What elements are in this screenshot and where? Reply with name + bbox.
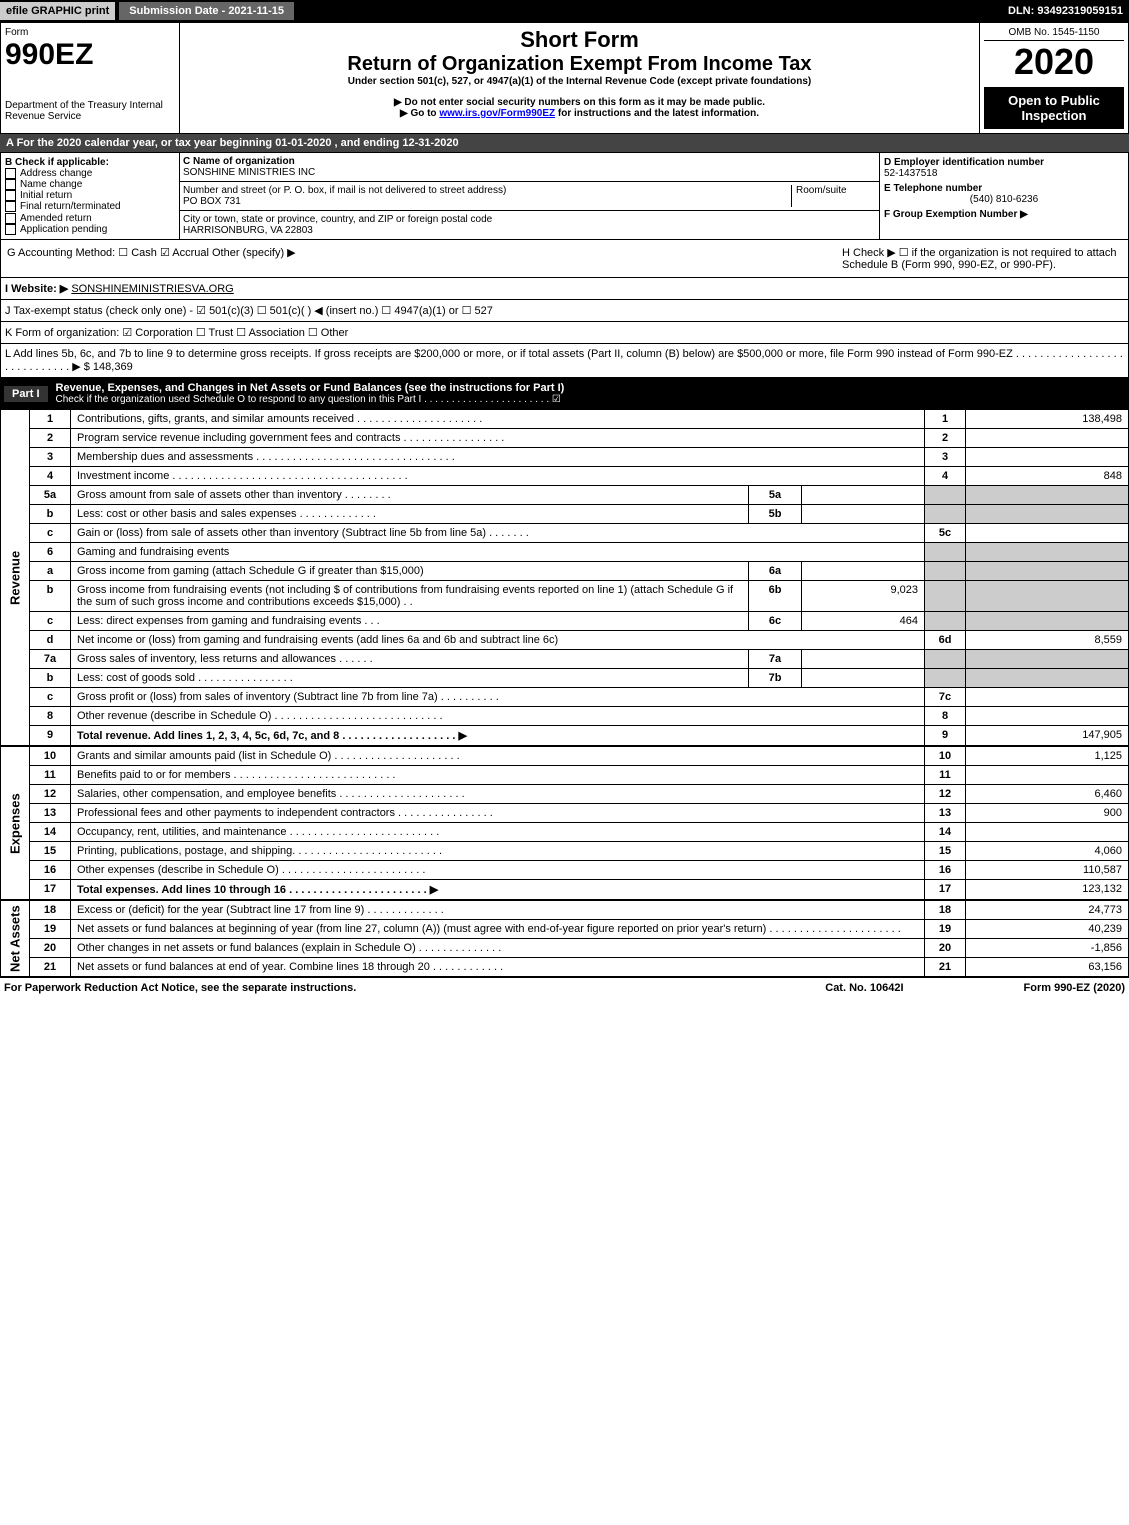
line-row: 6Gaming and fundraising events [1, 543, 1129, 562]
section-label: Revenue [1, 410, 30, 746]
irs-link[interactable]: www.irs.gov/Form990EZ [439, 108, 555, 119]
efile-label: efile GRAPHIC print [0, 2, 115, 20]
c-name-label: C Name of organization [183, 156, 876, 167]
checkbox-final-return-terminated[interactable]: Final return/terminated [5, 201, 175, 212]
form-box: Form 990EZ Department of the Treasury In… [1, 23, 180, 133]
section-label: Net Assets [1, 901, 30, 977]
check-h: H Check ▶ ☐ if the organization is not r… [842, 246, 1122, 271]
top-bar: efile GRAPHIC print Submission Date - 20… [0, 0, 1129, 22]
line-row: Revenue1Contributions, gifts, grants, an… [1, 410, 1129, 429]
form-number: 990EZ [5, 38, 175, 72]
department: Department of the Treasury Internal Reve… [5, 100, 175, 122]
line-row: 19Net assets or fund balances at beginni… [1, 920, 1129, 939]
line-a: A For the 2020 calendar year, or tax yea… [0, 134, 1129, 152]
title-box: Short Form Return of Organization Exempt… [180, 23, 980, 133]
website-url: SONSHINEMINISTRIESVA.ORG [71, 283, 233, 295]
accounting-method: G Accounting Method: ☐ Cash ☑ Accrual Ot… [7, 246, 842, 271]
ein: 52-1437518 [884, 168, 1124, 179]
part1-check: Check if the organization used Schedule … [56, 394, 565, 405]
line-row: 16Other expenses (describe in Schedule O… [1, 861, 1129, 880]
line-row: bLess: cost of goods sold . . . . . . . … [1, 669, 1129, 688]
tax-status-row: J Tax-exempt status (check only one) - ☑… [0, 300, 1129, 322]
footer-right: Form 990-EZ (2020) [1024, 982, 1125, 994]
omb-number: OMB No. 1545-1150 [984, 27, 1124, 41]
line-row: 20Other changes in net assets or fund ba… [1, 939, 1129, 958]
box-c: C Name of organization SONSHINE MINISTRI… [180, 153, 880, 239]
room-label: Room/suite [791, 185, 876, 207]
city-label: City or town, state or province, country… [183, 214, 876, 225]
footer-cat: Cat. No. 10642I [825, 982, 903, 994]
line-row: 4Investment income . . . . . . . . . . .… [1, 467, 1129, 486]
box-def: D Employer identification number 52-1437… [880, 153, 1128, 239]
line-row: 21Net assets or fund balances at end of … [1, 958, 1129, 977]
phone: (540) 810-6236 [884, 194, 1124, 205]
phone-label: E Telephone number [884, 183, 1124, 194]
part1-label: Part I [4, 386, 48, 402]
line-row: 17Total expenses. Add lines 10 through 1… [1, 880, 1129, 900]
under-section: Under section 501(c), 527, or 4947(a)(1)… [184, 76, 975, 87]
line-row: 3Membership dues and assessments . . . .… [1, 448, 1129, 467]
checkbox-address-change[interactable]: Address change [5, 168, 175, 179]
checkbox-name-change[interactable]: Name change [5, 179, 175, 190]
line-row: cGross profit or (loss) from sales of in… [1, 688, 1129, 707]
box-b-items: Address changeName changeInitial returnF… [5, 168, 175, 235]
checkbox-initial-return[interactable]: Initial return [5, 190, 175, 201]
return-title: Return of Organization Exempt From Incom… [184, 53, 975, 76]
part1-title: Revenue, Expenses, and Changes in Net As… [56, 382, 565, 394]
part1-header: Part I Revenue, Expenses, and Changes in… [0, 378, 1129, 409]
group-label: F Group Exemption Number ▶ [884, 209, 1124, 220]
street-label: Number and street (or P. O. box, if mail… [183, 185, 791, 196]
section-bcd: B Check if applicable: Address changeNam… [0, 152, 1129, 240]
tax-year: 2020 [984, 41, 1124, 83]
row-gh: G Accounting Method: ☐ Cash ☑ Accrual Ot… [0, 240, 1129, 278]
footer-left: For Paperwork Reduction Act Notice, see … [4, 982, 356, 994]
city: HARRISONBURG, VA 22803 [183, 225, 876, 236]
open-inspection: Open to Public Inspection [984, 87, 1124, 129]
checkbox-application-pending[interactable]: Application pending [5, 224, 175, 235]
checkbox-amended-return[interactable]: Amended return [5, 213, 175, 224]
line-row: 2Program service revenue including gover… [1, 429, 1129, 448]
line-row: cGain or (loss) from sale of assets othe… [1, 524, 1129, 543]
form-label: Form [5, 27, 175, 38]
line-row: bLess: cost or other basis and sales exp… [1, 505, 1129, 524]
line-row: 7aGross sales of inventory, less returns… [1, 650, 1129, 669]
form-header: Form 990EZ Department of the Treasury In… [0, 22, 1129, 134]
year-box: OMB No. 1545-1150 2020 Open to Public In… [980, 23, 1128, 133]
line-row: 13Professional fees and other payments t… [1, 804, 1129, 823]
expenses-table: Expenses10Grants and similar amounts pai… [0, 746, 1129, 900]
line-row: Expenses10Grants and similar amounts pai… [1, 747, 1129, 766]
line-row: 11Benefits paid to or for members . . . … [1, 766, 1129, 785]
line-row: Net Assets18Excess or (deficit) for the … [1, 901, 1129, 920]
line-row: aGross income from gaming (attach Schedu… [1, 562, 1129, 581]
line-row: 12Salaries, other compensation, and empl… [1, 785, 1129, 804]
org-name: SONSHINE MINISTRIES INC [183, 167, 876, 178]
page-footer: For Paperwork Reduction Act Notice, see … [0, 977, 1129, 998]
revenue-table: Revenue1Contributions, gifts, grants, an… [0, 409, 1129, 746]
street: PO BOX 731 [183, 196, 791, 207]
line-row: dNet income or (loss) from gaming and fu… [1, 631, 1129, 650]
line-row: bGross income from fundraising events (n… [1, 581, 1129, 612]
l-row: L Add lines 5b, 6c, and 7b to line 9 to … [0, 344, 1129, 378]
website-row: I Website: ▶ SONSHINEMINISTRIESVA.ORG [0, 278, 1129, 300]
section-label: Expenses [1, 747, 30, 900]
line-row: 5aGross amount from sale of assets other… [1, 486, 1129, 505]
line-row: 15Printing, publications, postage, and s… [1, 842, 1129, 861]
box-b: B Check if applicable: Address changeNam… [1, 153, 180, 239]
line-row: 14Occupancy, rent, utilities, and mainte… [1, 823, 1129, 842]
ein-label: D Employer identification number [884, 157, 1124, 168]
short-form-title: Short Form [184, 27, 975, 53]
netassets-table: Net Assets18Excess or (deficit) for the … [0, 900, 1129, 977]
line-row: 8Other revenue (describe in Schedule O) … [1, 707, 1129, 726]
dln: DLN: 93492319059151 [1008, 5, 1129, 17]
box-b-title: B Check if applicable: [5, 157, 175, 168]
k-row: K Form of organization: ☑ Corporation ☐ … [0, 322, 1129, 344]
submission-date: Submission Date - 2021-11-15 [119, 2, 294, 20]
note-goto: ▶ Go to www.irs.gov/Form990EZ for instru… [184, 108, 975, 119]
note-ssn: ▶ Do not enter social security numbers o… [184, 97, 975, 108]
line-row: 9Total revenue. Add lines 1, 2, 3, 4, 5c… [1, 726, 1129, 746]
line-row: cLess: direct expenses from gaming and f… [1, 612, 1129, 631]
